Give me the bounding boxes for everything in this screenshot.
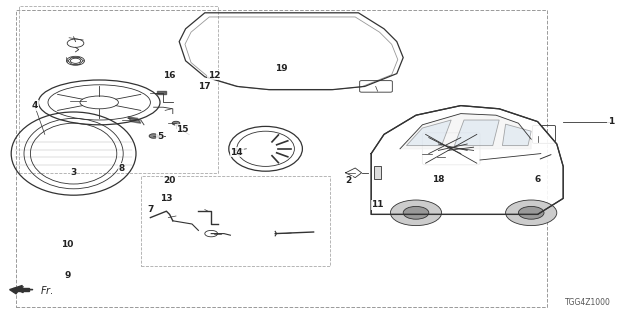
Text: 8: 8 (118, 164, 125, 172)
Text: 2: 2 (346, 176, 352, 185)
Text: 18: 18 (432, 175, 445, 184)
Text: 1: 1 (608, 117, 614, 126)
Text: 4: 4 (32, 101, 38, 110)
Polygon shape (10, 285, 22, 294)
Polygon shape (400, 114, 531, 149)
Polygon shape (371, 106, 563, 214)
Polygon shape (128, 117, 141, 123)
Text: 14: 14 (230, 148, 243, 156)
Text: 13: 13 (160, 194, 173, 203)
Circle shape (518, 206, 544, 219)
Circle shape (390, 200, 442, 226)
Text: 9: 9 (64, 271, 70, 280)
Polygon shape (502, 124, 531, 146)
Text: 17: 17 (198, 82, 211, 91)
Circle shape (172, 121, 180, 125)
Text: 6: 6 (534, 175, 541, 184)
Text: 20: 20 (163, 176, 176, 185)
Text: 11: 11 (371, 200, 384, 209)
Text: 5: 5 (157, 132, 163, 140)
Text: 19: 19 (275, 64, 288, 73)
Text: 10: 10 (61, 240, 74, 249)
Text: 15: 15 (176, 125, 189, 134)
Polygon shape (406, 120, 451, 146)
Text: 12: 12 (208, 71, 221, 80)
Text: 3: 3 (70, 168, 77, 177)
Circle shape (506, 200, 557, 226)
Polygon shape (374, 166, 381, 179)
Circle shape (149, 134, 158, 138)
Text: 16: 16 (163, 71, 176, 80)
Text: 7: 7 (147, 205, 154, 214)
Circle shape (403, 206, 429, 219)
Polygon shape (13, 288, 29, 291)
Text: $\it{Fr.}$: $\it{Fr.}$ (40, 284, 54, 296)
Polygon shape (454, 120, 499, 146)
Text: TGG4Z1000: TGG4Z1000 (565, 298, 611, 307)
